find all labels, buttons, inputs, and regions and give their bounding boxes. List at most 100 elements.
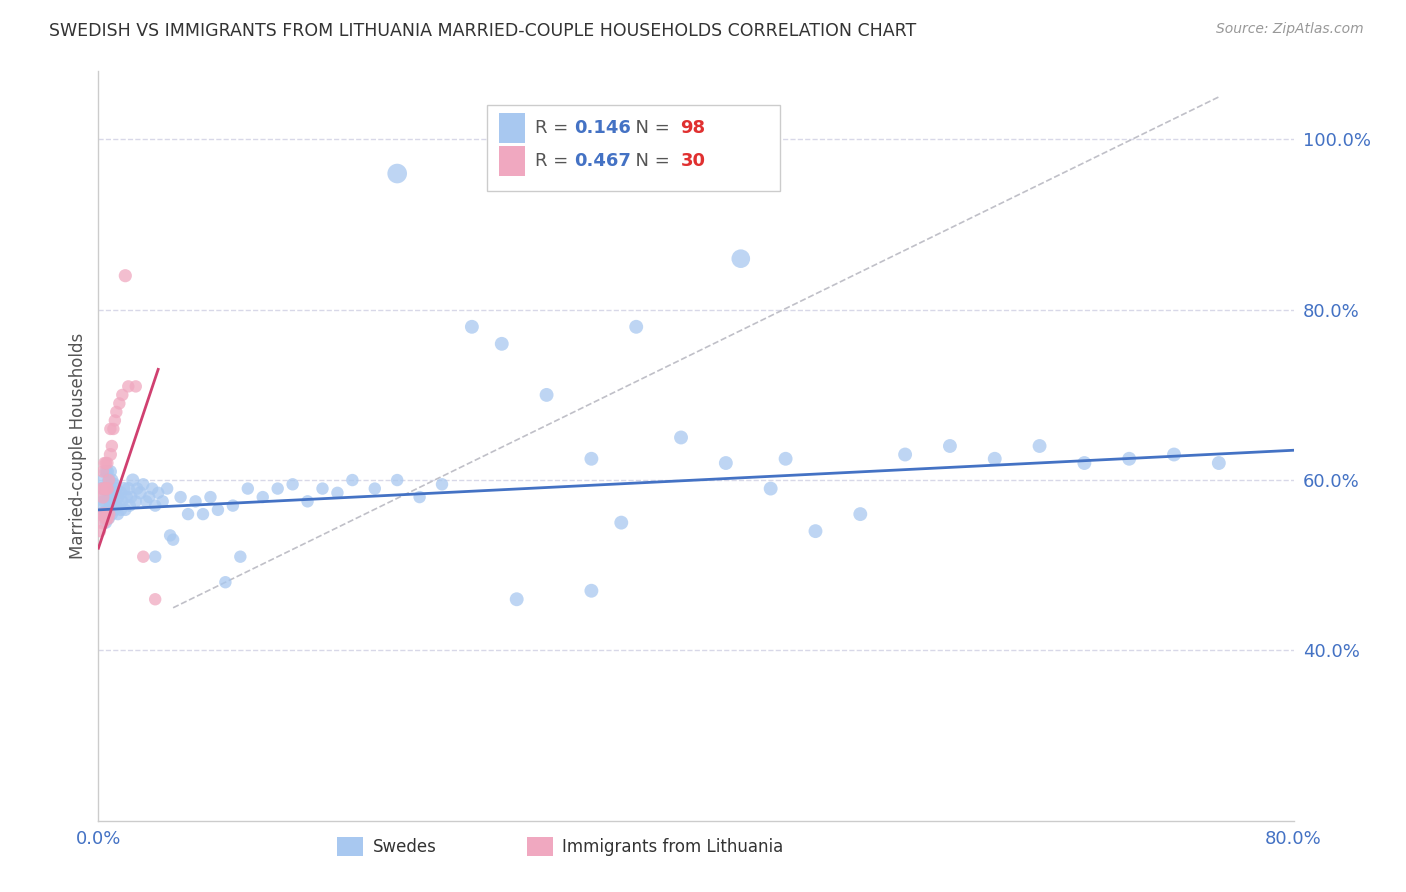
Point bbox=[984, 451, 1007, 466]
Point bbox=[93, 494, 115, 508]
Point bbox=[191, 507, 214, 521]
Point bbox=[1028, 439, 1050, 453]
Point bbox=[408, 490, 430, 504]
Point bbox=[804, 524, 827, 538]
Point bbox=[94, 516, 117, 530]
Point bbox=[94, 465, 117, 479]
Point bbox=[103, 477, 125, 491]
Point bbox=[97, 473, 120, 487]
Text: SWEDISH VS IMMIGRANTS FROM LITHUANIA MARRIED-COUPLE HOUSEHOLDS CORRELATION CHART: SWEDISH VS IMMIGRANTS FROM LITHUANIA MAR… bbox=[49, 22, 917, 40]
Point bbox=[1073, 456, 1095, 470]
Point bbox=[169, 490, 191, 504]
Point bbox=[94, 511, 117, 525]
Point bbox=[97, 507, 120, 521]
Point bbox=[118, 499, 141, 513]
Point bbox=[105, 499, 128, 513]
Point bbox=[152, 494, 174, 508]
Point bbox=[364, 482, 387, 496]
Point bbox=[91, 482, 114, 496]
Point bbox=[96, 482, 118, 496]
Point bbox=[114, 503, 136, 517]
Point bbox=[236, 482, 259, 496]
Point bbox=[135, 494, 157, 508]
Point bbox=[1118, 451, 1140, 466]
Point bbox=[430, 477, 453, 491]
Point bbox=[98, 465, 122, 479]
Point bbox=[91, 490, 114, 504]
Point bbox=[97, 473, 120, 487]
Point bbox=[94, 482, 117, 496]
Point bbox=[127, 482, 149, 496]
Point bbox=[267, 482, 290, 496]
Text: N =: N = bbox=[624, 153, 676, 170]
Point bbox=[214, 575, 236, 590]
Point bbox=[91, 507, 114, 521]
Point bbox=[1163, 448, 1185, 462]
Point bbox=[200, 490, 222, 504]
Point bbox=[1208, 456, 1230, 470]
Point bbox=[101, 439, 124, 453]
Point bbox=[93, 507, 115, 521]
Point bbox=[101, 507, 124, 521]
Point bbox=[103, 494, 125, 508]
Point bbox=[714, 456, 737, 470]
Text: N =: N = bbox=[624, 119, 676, 136]
Point bbox=[849, 507, 872, 521]
Point bbox=[491, 336, 513, 351]
Point bbox=[581, 451, 603, 466]
Point bbox=[98, 422, 122, 436]
Point bbox=[162, 533, 184, 547]
Point bbox=[112, 482, 135, 496]
Point bbox=[108, 396, 131, 410]
Point bbox=[125, 494, 148, 508]
Point bbox=[311, 482, 333, 496]
Point bbox=[506, 592, 529, 607]
Point bbox=[110, 503, 132, 517]
Point bbox=[581, 583, 603, 598]
Point bbox=[156, 482, 179, 496]
Point bbox=[326, 486, 349, 500]
Point bbox=[101, 490, 124, 504]
Point bbox=[143, 499, 166, 513]
Point bbox=[114, 268, 136, 283]
Point bbox=[229, 549, 252, 564]
Point bbox=[104, 503, 127, 517]
Text: 30: 30 bbox=[681, 153, 706, 170]
Point bbox=[107, 507, 129, 521]
Point bbox=[89, 524, 111, 538]
Point bbox=[222, 499, 245, 513]
Point bbox=[461, 319, 484, 334]
Point bbox=[894, 448, 917, 462]
Point bbox=[108, 499, 131, 513]
Point bbox=[281, 477, 304, 491]
Point bbox=[115, 490, 138, 504]
Point bbox=[91, 465, 114, 479]
Point bbox=[385, 473, 409, 487]
Point bbox=[96, 465, 118, 479]
Point bbox=[94, 490, 117, 504]
Point bbox=[93, 473, 115, 487]
FancyBboxPatch shape bbox=[486, 105, 780, 191]
Point bbox=[93, 456, 115, 470]
Point bbox=[385, 167, 409, 181]
Point bbox=[105, 405, 128, 419]
Text: Source: ZipAtlas.com: Source: ZipAtlas.com bbox=[1216, 22, 1364, 37]
Point bbox=[184, 494, 207, 508]
Point bbox=[117, 482, 139, 496]
Point bbox=[90, 507, 112, 521]
Point bbox=[107, 490, 129, 504]
Point bbox=[297, 494, 319, 508]
Point bbox=[143, 549, 166, 564]
Point bbox=[759, 482, 782, 496]
Point bbox=[93, 482, 115, 496]
Point bbox=[98, 499, 122, 513]
Point bbox=[342, 473, 364, 487]
Point bbox=[132, 477, 155, 491]
Point bbox=[626, 319, 648, 334]
Point bbox=[98, 448, 122, 462]
Point bbox=[111, 494, 134, 508]
Point bbox=[97, 511, 120, 525]
Point bbox=[536, 388, 558, 402]
Point bbox=[94, 456, 117, 470]
Point bbox=[159, 528, 181, 542]
